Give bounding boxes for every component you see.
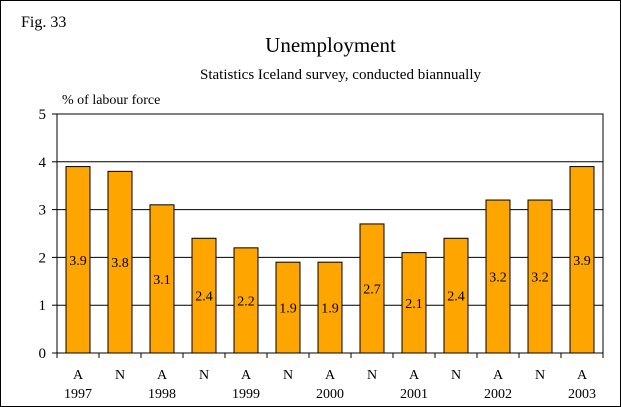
x-tick-label: N bbox=[199, 368, 209, 383]
x-tick-label: N bbox=[367, 368, 377, 383]
bar bbox=[485, 199, 511, 354]
x-tick-label: A bbox=[241, 368, 252, 383]
data-label: 3.2 bbox=[531, 271, 549, 286]
chart-title: Unemployment bbox=[265, 33, 396, 57]
figure-label: Fig. 33 bbox=[21, 14, 67, 31]
data-label: 2.4 bbox=[447, 290, 465, 305]
bar bbox=[527, 199, 553, 354]
x-tick-label: A bbox=[409, 368, 420, 383]
y-tick-label: 0 bbox=[39, 346, 47, 362]
x-year-label: 1998 bbox=[148, 387, 176, 402]
x-year-label: 2001 bbox=[400, 387, 428, 402]
x-year-label: 1997 bbox=[64, 387, 92, 402]
data-label: 2.4 bbox=[195, 290, 213, 305]
y-tick-label: 2 bbox=[39, 250, 47, 266]
y-tick-label: 4 bbox=[39, 155, 47, 171]
x-year-label: 2000 bbox=[316, 387, 344, 402]
data-label: 3.9 bbox=[69, 254, 87, 269]
bar bbox=[317, 261, 343, 354]
data-label: 3.1 bbox=[153, 273, 171, 288]
y-tick-label: 5 bbox=[39, 107, 47, 123]
x-tick-label: N bbox=[451, 368, 461, 383]
bar bbox=[401, 252, 427, 354]
x-year-label: 2003 bbox=[568, 387, 596, 402]
x-tick-label: N bbox=[535, 368, 545, 383]
x-year-label: 2002 bbox=[484, 387, 512, 402]
bar bbox=[233, 247, 259, 354]
x-tick-label: A bbox=[157, 368, 168, 383]
x-tick-label: A bbox=[325, 368, 336, 383]
y-tick-label: 1 bbox=[39, 298, 47, 314]
data-label: 3.2 bbox=[489, 271, 507, 286]
x-tick-label: A bbox=[577, 368, 588, 383]
data-label: 1.9 bbox=[279, 302, 297, 317]
plot-area-border bbox=[56, 113, 604, 354]
y-axis-label: % of labour force bbox=[62, 93, 160, 108]
x-tick-label: N bbox=[283, 368, 293, 383]
x-year-label: 1999 bbox=[232, 387, 260, 402]
data-label: 2.1 bbox=[405, 297, 423, 312]
x-tick-label: A bbox=[493, 368, 504, 383]
x-tick-label: N bbox=[115, 368, 125, 383]
data-label: 3.8 bbox=[111, 256, 129, 271]
data-label: 3.9 bbox=[573, 254, 591, 269]
chart-subtitle: Statistics Iceland survey, conducted bia… bbox=[199, 67, 482, 83]
y-tick-label: 3 bbox=[39, 203, 47, 219]
data-label: 2.7 bbox=[363, 282, 381, 297]
data-label: 2.2 bbox=[237, 294, 255, 309]
bar bbox=[275, 261, 301, 354]
x-tick-label: A bbox=[73, 368, 84, 383]
bar bbox=[569, 166, 595, 354]
bar bbox=[443, 237, 469, 354]
data-label: 1.9 bbox=[321, 302, 339, 317]
